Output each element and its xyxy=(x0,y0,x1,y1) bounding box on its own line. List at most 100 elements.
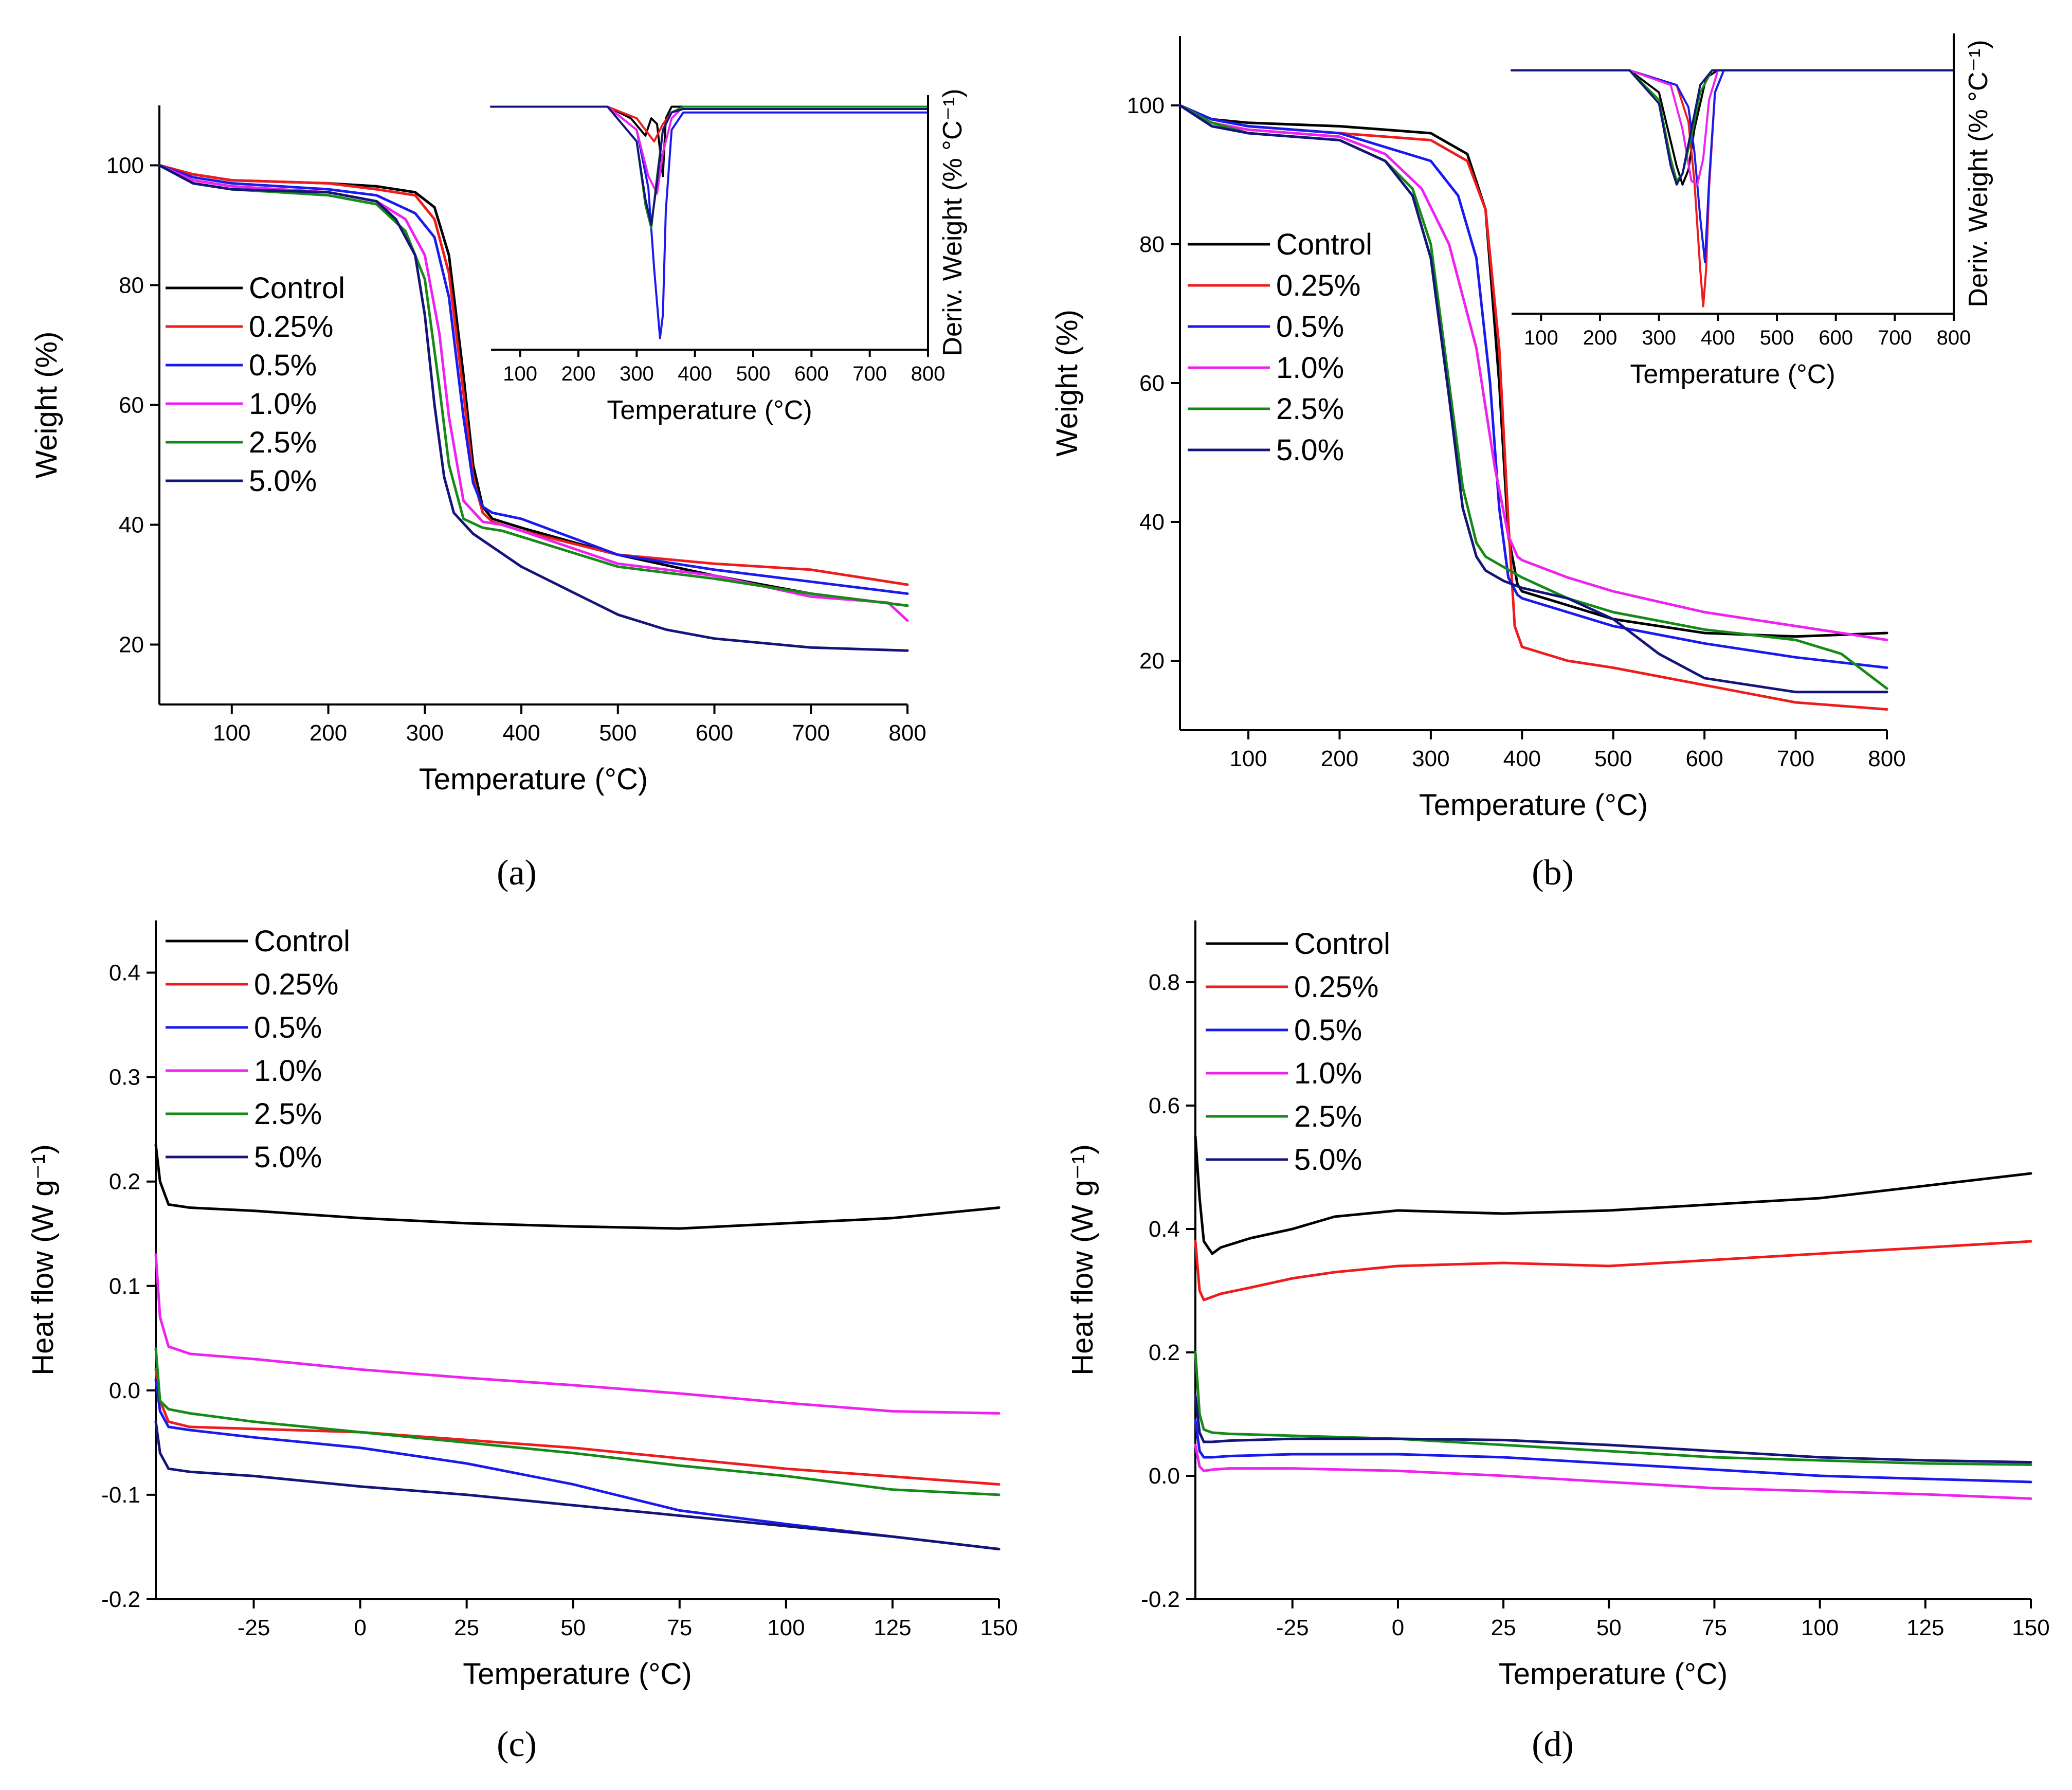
series-line-2-5pct xyxy=(158,164,909,607)
series-line-1-0pct xyxy=(1194,1443,2032,1500)
legend-label-2-5pct: 2.5% xyxy=(1294,1100,1362,1133)
legend-label-0-25pct: 0.25% xyxy=(1294,970,1378,1004)
x-tick-label: 800 xyxy=(888,720,926,746)
legend-label-0-5pct: 0.5% xyxy=(1294,1014,1362,1047)
inset-series-line-5-0pct xyxy=(490,105,929,226)
inset-x-tick-label: 100 xyxy=(503,363,537,385)
legend-label-1-0pct: 1.0% xyxy=(254,1054,322,1088)
inset-x-axis-title: Temperature (°C) xyxy=(607,395,812,425)
y-tick-label: 0.0 xyxy=(1149,1463,1180,1489)
x-axis-title: Temperature (°C) xyxy=(419,763,648,796)
inset-x-tick-label: 300 xyxy=(1642,327,1676,349)
y-tick-label: 20 xyxy=(119,632,144,658)
x-tick-label: 100 xyxy=(1801,1615,1839,1640)
inset-x-tick-label: 300 xyxy=(620,363,654,385)
panel-c-dsc: -25 0 25 50 75 100 125 150 -0.2 -0.1 0.0 0.1 0.2 0.3 0… xyxy=(26,920,1018,1764)
x-tick-label: 75 xyxy=(667,1615,692,1640)
inset-x-tick-label: 100 xyxy=(1524,327,1558,349)
x-tick-label: 600 xyxy=(1685,746,1723,771)
x-tick-label: 100 xyxy=(767,1615,805,1640)
panel-label: (c) xyxy=(497,1725,537,1764)
legend-label-1-0pct: 1.0% xyxy=(1276,351,1344,385)
inset-x-tick-label: 800 xyxy=(911,363,946,385)
x-axis-title: Temperature (°C) xyxy=(463,1657,692,1691)
inset-series-line-1-0pct xyxy=(1511,69,1955,186)
series-line-0-5pct xyxy=(158,164,909,595)
x-tick-label: 125 xyxy=(874,1615,911,1640)
legend-label-5-0pct: 5.0% xyxy=(1294,1143,1362,1177)
legend-label-2-5pct: 2.5% xyxy=(249,426,317,459)
series-line-5-0pct xyxy=(154,1420,1001,1550)
x-tick-label: 125 xyxy=(1906,1615,1944,1640)
x-tick-label: 50 xyxy=(560,1615,586,1640)
inset-x-tick-label: 600 xyxy=(794,363,829,385)
y-tick-label: -0.2 xyxy=(1141,1587,1180,1612)
panel-d-dsc: -25 0 25 50 75 100 125 150 -0.2 0.0 0.2 0.4 0.6 0.8 Te… xyxy=(1066,920,2050,1764)
y-tick-label: -0.1 xyxy=(101,1482,140,1508)
legend-label-2-5pct: 2.5% xyxy=(1276,392,1344,426)
panel-label: (d) xyxy=(1532,1725,1574,1764)
y-tick-label: 0.2 xyxy=(109,1169,140,1195)
series-line-0-5pct xyxy=(1178,104,1888,669)
y-axis-title: Heat flow (W g⁻¹) xyxy=(1066,1144,1099,1376)
legend: Control 0.25% 0.5% 1.0% 2.5% 5.0% xyxy=(1206,927,1390,1177)
inset-x-tick-label: 800 xyxy=(1937,327,1971,349)
x-tick-label: 25 xyxy=(454,1615,479,1640)
panel-label: (a) xyxy=(497,853,537,893)
legend-label-0-5pct: 0.5% xyxy=(1276,310,1344,343)
x-tick-label: 75 xyxy=(1702,1615,1727,1640)
inset-x-tick-label: 500 xyxy=(736,363,771,385)
series-line-0-5pct xyxy=(154,1379,1001,1550)
x-tick-label: 150 xyxy=(2012,1615,2049,1640)
series-line-0-5pct xyxy=(1194,1419,2032,1484)
inset-background xyxy=(491,95,928,350)
y-tick-label: 80 xyxy=(119,273,144,298)
x-tick-label: 400 xyxy=(502,720,540,746)
legend-label-1-0pct: 1.0% xyxy=(249,387,317,421)
y-tick-label: 20 xyxy=(1139,648,1165,674)
inset-y-axis-title: Deriv. Weight (% °C⁻¹) xyxy=(1964,40,1993,307)
y-tick-label: 40 xyxy=(119,513,144,538)
legend: Control 0.25% 0.5% 1.0% 2.5% 5.0% xyxy=(1188,228,1372,467)
series-line-2-5pct xyxy=(154,1347,1001,1496)
x-tick-label: -25 xyxy=(1276,1615,1309,1640)
x-tick-label: 50 xyxy=(1596,1615,1622,1640)
panel-b-tga: 100 200 300 400 500 600 700 800 20 40 60 80 100 Tempe… xyxy=(1050,33,1993,893)
legend-label-5-0pct: 5.0% xyxy=(249,464,317,498)
series-line-0-25pct xyxy=(1194,1240,2032,1301)
legend-label-5-0pct: 5.0% xyxy=(254,1141,322,1174)
inset-x-tick-label: 200 xyxy=(561,363,596,385)
legend-label-5-0pct: 5.0% xyxy=(1276,433,1344,467)
legend-label-0-25pct: 0.25% xyxy=(1276,269,1360,302)
series-line-5-0pct xyxy=(1194,1394,2032,1464)
legend: Control 0.25% 0.5% 1.0% 2.5% 5.0% xyxy=(166,925,350,1174)
legend-label-0-25pct: 0.25% xyxy=(249,310,333,343)
legend-label-0-5pct: 0.5% xyxy=(249,349,317,382)
inset-x-tick-label: 200 xyxy=(1583,327,1617,349)
x-tick-label: 150 xyxy=(980,1615,1017,1640)
y-tick-label: 80 xyxy=(1139,232,1165,257)
x-tick-label: 25 xyxy=(1491,1615,1516,1640)
series-line-control xyxy=(154,1144,1001,1230)
inset-series-line-5-0pct xyxy=(1511,69,1955,186)
x-tick-label: 700 xyxy=(792,720,830,746)
legend-label-control: Control xyxy=(1294,927,1390,961)
y-tick-label: 60 xyxy=(119,393,144,418)
y-tick-label: 100 xyxy=(106,153,144,178)
y-axis-title: Weight (%) xyxy=(1050,310,1084,457)
series-line-5-0pct xyxy=(158,164,909,652)
x-tick-label: 800 xyxy=(1868,746,1905,771)
legend-label-control: Control xyxy=(254,925,350,958)
y-tick-label: 40 xyxy=(1139,510,1165,535)
y-tick-label: 0.4 xyxy=(109,961,140,986)
x-tick-label: 100 xyxy=(1229,746,1267,771)
legend-label-0-25pct: 0.25% xyxy=(254,968,338,1001)
x-axis-title: Temperature (°C) xyxy=(1499,1657,1728,1691)
panel-label: (b) xyxy=(1532,853,1574,893)
x-tick-label: 500 xyxy=(599,720,637,746)
series-line-0-25pct xyxy=(154,1368,1001,1486)
y-axis-title: Heat flow (W g⁻¹) xyxy=(26,1144,60,1376)
x-tick-label: 0 xyxy=(1392,1615,1404,1640)
inset-derivative-plot: 100 200 300 400 500 600 700 800 Temperature (°C)… xyxy=(490,88,968,425)
